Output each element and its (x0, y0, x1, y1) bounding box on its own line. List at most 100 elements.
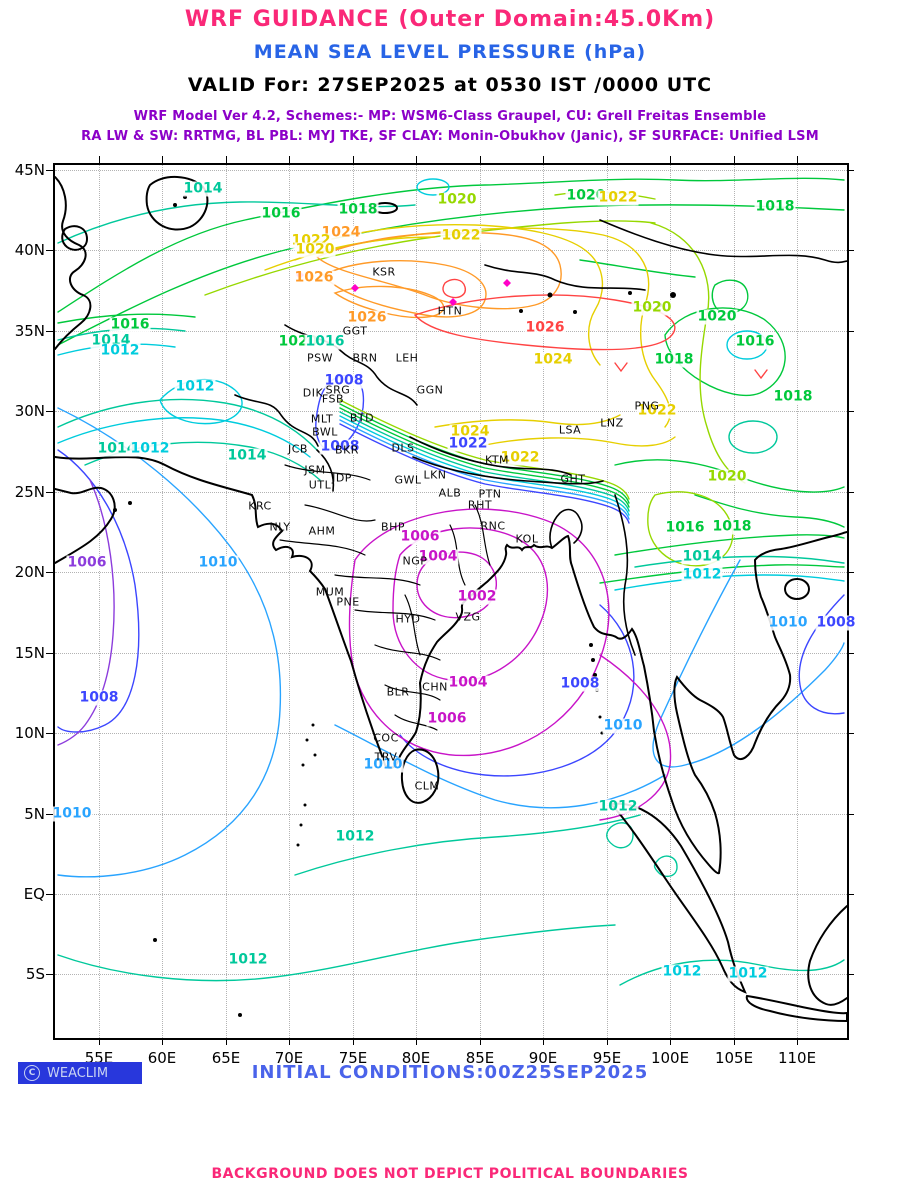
station-label: MLT (310, 412, 334, 426)
gridline-latitude (55, 492, 847, 493)
station-label: UTL (308, 478, 332, 492)
x-tick-mark (796, 156, 798, 163)
station-label: FSB (321, 392, 345, 406)
coastline-group (55, 176, 847, 1023)
y-tick-mark (847, 571, 854, 573)
y-axis-label: 25N (14, 483, 45, 501)
contour-label: 1008 (78, 689, 120, 706)
station-label: NGP (402, 554, 428, 568)
contour-label: 1020 (631, 299, 673, 316)
x-tick-mark (415, 1038, 417, 1045)
station-label: AHM (308, 524, 336, 538)
contour-label: 1022 (499, 449, 541, 466)
contour-label: 1014 (226, 447, 268, 464)
x-axis-label: 100E (650, 1049, 690, 1067)
y-tick-mark (847, 169, 854, 171)
y-tick-mark (847, 652, 854, 654)
y-axis-label: 35N (14, 322, 45, 340)
contour-label: 1010 (197, 554, 239, 571)
contour-label: 1020 (565, 187, 607, 204)
contour-label: 1026 (524, 319, 566, 336)
station-label: GHT (560, 472, 586, 486)
isobar-group-purple (57, 479, 115, 746)
himalayan-gradient-bundle (339, 399, 630, 524)
station-label: SRG (325, 383, 351, 397)
contour-label: 1020 (436, 191, 478, 208)
gridline-longitude (162, 165, 163, 1038)
x-tick-mark (669, 1038, 671, 1045)
contour-label: 1012 (727, 965, 769, 982)
y-tick-mark (46, 330, 53, 332)
station-label: JSM (304, 463, 326, 477)
contour-label: 1010 (602, 717, 644, 734)
isobar-bundle-line (339, 399, 630, 500)
x-axis-label: 85E (465, 1049, 495, 1067)
x-tick-mark (161, 156, 163, 163)
isobar-bundle-line (339, 411, 630, 512)
station-label: VZG (455, 610, 481, 624)
x-axis-label: 75E (338, 1049, 368, 1067)
disclaimer-line: BACKGROUND DOES NOT DEPICT POLITICAL BOU… (211, 1166, 689, 1182)
station-label: PNG (634, 399, 660, 413)
station-label: PTN (478, 487, 502, 501)
station-label: COC (373, 731, 399, 745)
y-tick-mark (46, 410, 53, 412)
gridline-longitude (226, 165, 227, 1038)
contour-label: 1006 (426, 710, 468, 727)
gridline-longitude (797, 165, 798, 1038)
x-tick-mark (733, 1038, 735, 1045)
x-tick-mark (669, 156, 671, 163)
contour-label: 1022 (636, 402, 678, 419)
station-label: LEH (395, 351, 419, 365)
gridline-latitude (55, 411, 847, 412)
gridline-latitude (55, 250, 847, 251)
station-label: BLR (386, 685, 410, 699)
x-tick-mark (98, 1038, 100, 1045)
contour-label: 1004 (417, 548, 459, 565)
contour-label: 1014 (96, 440, 138, 457)
gridline-latitude (55, 331, 847, 332)
contour-label: 1018 (754, 198, 796, 215)
station-label: LKN (423, 468, 447, 482)
x-tick-mark (606, 1038, 608, 1045)
station-label: KRC (248, 499, 272, 513)
x-tick-mark (479, 156, 481, 163)
y-tick-mark (847, 491, 854, 493)
y-tick-mark (847, 893, 854, 895)
station-label: LSA (558, 423, 582, 437)
contour-label: 1008 (559, 675, 601, 692)
y-tick-mark (46, 732, 53, 734)
weaclim-logo: C WEACLIM (18, 1062, 142, 1084)
isobar-group-light-blue (57, 407, 845, 878)
y-axis-label: 10N (14, 724, 45, 742)
x-axis-label: 60E (147, 1049, 177, 1067)
y-axis-label: 20N (14, 563, 45, 581)
y-tick-mark (46, 652, 53, 654)
station-label: JCB (288, 442, 308, 456)
gridline-longitude (607, 165, 608, 1038)
station-label: BHP (381, 520, 405, 534)
y-tick-mark (46, 249, 53, 251)
station-label: CHN (422, 680, 448, 694)
copyright-icon: C (24, 1065, 40, 1081)
gridline-latitude (55, 653, 847, 654)
x-tick-mark (479, 1038, 481, 1045)
contour-label: 1006 (399, 528, 441, 545)
y-axis-label: 45N (14, 161, 45, 179)
contour-label: 1012 (99, 342, 141, 359)
contour-label: 1020 (696, 308, 738, 325)
contour-label: 1024 (449, 423, 491, 440)
y-tick-mark (847, 732, 854, 734)
x-tick-mark (288, 1038, 290, 1045)
contour-label: 1020 (706, 468, 748, 485)
contour-label: 1010 (767, 614, 809, 631)
gridline-longitude (289, 165, 290, 1038)
x-tick-mark (415, 156, 417, 163)
station-label: BTD (349, 411, 375, 425)
contour-label: 1012 (661, 963, 703, 980)
gridline-latitude (55, 894, 847, 895)
gridline-latitude (55, 974, 847, 975)
isobar-bundle-line (339, 423, 630, 524)
contour-label: 1010 (362, 756, 404, 773)
